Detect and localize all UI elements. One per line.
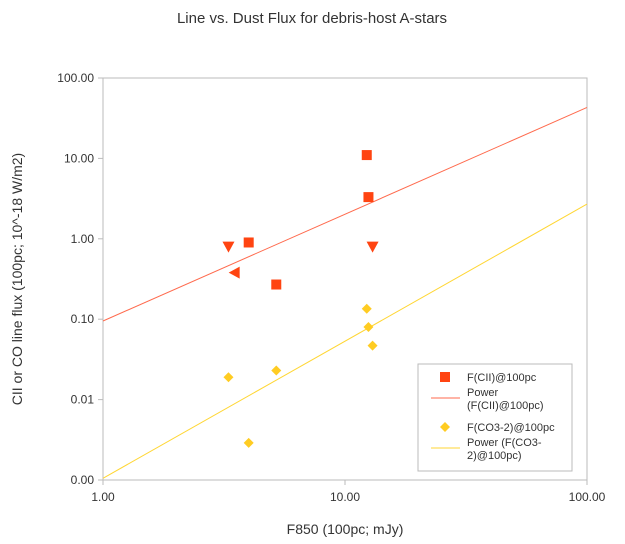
y-tick-label: 10.00 <box>64 151 94 165</box>
cii-data-point <box>363 192 374 203</box>
x-tick-label: 1.00 <box>91 490 115 504</box>
trendlines <box>102 107 588 479</box>
cii-data-point <box>243 237 254 248</box>
data-points <box>222 150 379 448</box>
y-axis-title: CII or CO line flux (100pc; 10^-18 W/m2) <box>9 153 25 405</box>
x-tick-label: 10.00 <box>330 490 360 504</box>
legend-label: Power <box>467 387 499 399</box>
y-tick-label: 100.00 <box>57 71 94 85</box>
trendline <box>102 107 588 322</box>
co-data-point <box>363 321 374 332</box>
legend-label: F(CII)@100pc <box>467 372 537 384</box>
x-tick-label: 100.00 <box>569 490 606 504</box>
co-data-point <box>271 365 282 376</box>
legend-label: Power (F(CO3- <box>467 437 542 449</box>
y-tick-label: 0.01 <box>71 393 95 407</box>
co-data-point <box>223 372 234 383</box>
chart-title: Line vs. Dust Flux for debris-host A-sta… <box>177 10 447 27</box>
x-axis-title: F850 (100pc; mJy) <box>287 521 404 537</box>
legend: F(CII)@100pc Power(F(CII)@100pc) F(CO3-2)@… <box>417 363 573 472</box>
y-tick-label: 0.10 <box>71 312 95 326</box>
trendline <box>102 203 588 479</box>
cii-upper-limit-point <box>228 266 240 279</box>
y-tick-label: 1.00 <box>71 232 95 246</box>
y-tick-label: 0.00 <box>71 473 95 487</box>
co-data-point <box>361 303 372 314</box>
co-data-point <box>367 340 378 351</box>
cii-upper-limit-point <box>366 241 379 253</box>
legend-diamond-marker <box>440 422 450 432</box>
cii-data-point <box>361 150 372 161</box>
x-axis: 1.00 10.00 100.00 <box>91 480 606 504</box>
cii-data-point <box>271 279 282 290</box>
y-axis: 0.00 0.01 0.10 1.00 10.00 100.00 <box>57 71 103 487</box>
legend-label: F(CO3-2)@100pc <box>467 422 555 434</box>
co-data-point <box>243 437 254 448</box>
cii-upper-limit-point <box>222 241 235 253</box>
legend-square-marker <box>440 372 450 382</box>
legend-label: 2)@100pc) <box>467 450 522 462</box>
legend-label: (F(CII)@100pc) <box>467 400 544 412</box>
